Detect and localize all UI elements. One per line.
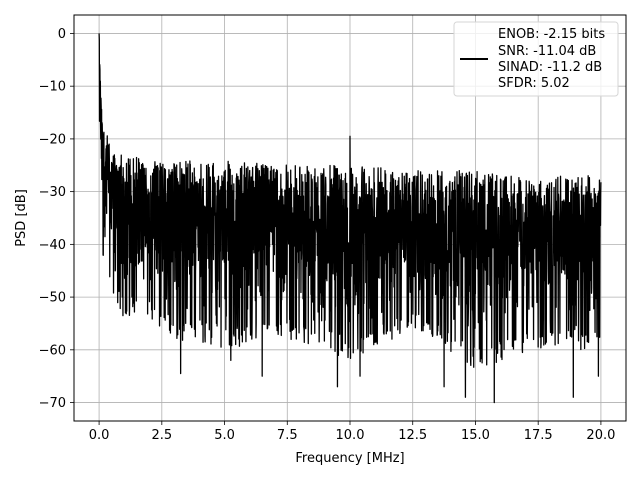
y-tick-label: −30 bbox=[39, 185, 66, 200]
x-tick-label: 20.0 bbox=[586, 428, 615, 443]
ticks: 0.0 2.5 5.0 7.5 10.0 12.5 15.0 17.5 20.0 0 −10 −20 −… bbox=[39, 27, 616, 443]
y-tick-label: −20 bbox=[39, 132, 66, 147]
legend-entry-sfdr: SFDR: 5.02 bbox=[498, 76, 570, 91]
x-axis-label: Frequency [MHz] bbox=[295, 451, 404, 466]
y-tick-label: −50 bbox=[39, 291, 66, 306]
x-tick-label: 17.5 bbox=[524, 428, 553, 443]
x-tick-label: 12.5 bbox=[398, 428, 427, 443]
legend-box bbox=[453, 21, 619, 97]
plot-area bbox=[98, 33, 602, 404]
x-tick-label: 10.0 bbox=[336, 428, 365, 443]
x-tick-label: 7.5 bbox=[277, 428, 298, 443]
legend: ENOB: -2.15 bits SNR: -11.04 dB SINAD: -… bbox=[453, 21, 619, 97]
x-tick-label: 15.0 bbox=[461, 428, 490, 443]
y-axis-label: PSD [dB] bbox=[14, 189, 29, 247]
x-tick-label: 2.5 bbox=[151, 428, 172, 443]
x-tick-label: 5.0 bbox=[214, 428, 235, 443]
y-tick-label: −10 bbox=[39, 80, 66, 95]
y-tick-label: −70 bbox=[39, 396, 66, 411]
y-tick-label: −60 bbox=[39, 343, 66, 358]
legend-entry-snr: SNR: -11.04 dB bbox=[498, 44, 596, 59]
y-tick-label: 0 bbox=[58, 27, 66, 42]
legend-entry-enob: ENOB: -2.15 bits bbox=[498, 27, 605, 42]
legend-entry-sinad: SINAD: -11.2 dB bbox=[498, 60, 602, 75]
y-tick-label: −40 bbox=[39, 238, 66, 253]
psd-series-line bbox=[98, 33, 602, 404]
x-tick-label: 0.0 bbox=[89, 428, 110, 443]
